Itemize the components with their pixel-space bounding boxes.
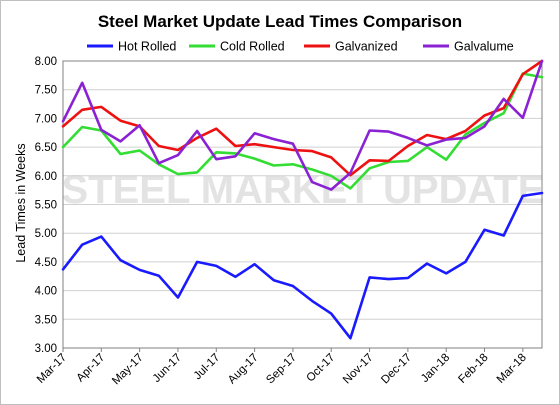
series-lines: [61, 59, 544, 340]
x-tick-label: Jun-17: [151, 352, 184, 385]
x-tick-label: Jan-18: [419, 352, 452, 385]
series-line-galvalume: [61, 59, 544, 191]
y-tick-label: 6.00: [35, 171, 57, 183]
gridlines: [62, 60, 543, 349]
y-axis-label: Lead Times in Weeks: [14, 143, 28, 262]
legend: Hot Rolled Cold Rolled Galvanized Galvalume: [87, 40, 514, 54]
x-tick-label: Feb-18: [456, 352, 490, 386]
y-axis-ticks: 3.00 3.50 4.00 4.50 5.00 5.50 6.00 6.50 7.00 7.50…: [35, 56, 57, 355]
series-line-hot-rolled: [61, 191, 544, 340]
x-tick-label: Oct-17: [304, 352, 337, 385]
x-axis-ticks: Mar-17 Apr-17 May-17 Jun-17 Jul-17 Aug-17 Sep-…: [35, 348, 529, 387]
y-tick-label: 3.50: [35, 314, 57, 326]
y-tick-label: 7.50: [35, 85, 57, 97]
legend-label: Cold Rolled: [220, 40, 285, 54]
x-tick-label: Mar-18: [495, 352, 529, 386]
x-tick-label: May-17: [110, 352, 146, 388]
x-tick-label: Jul-17: [192, 352, 223, 383]
y-tick-label: 4.50: [35, 257, 57, 269]
x-tick-label: Mar-17: [35, 352, 69, 386]
legend-label: Galvanized: [335, 40, 398, 54]
y-tick-label: 4.00: [35, 286, 57, 298]
x-tick-label: Aug-17: [226, 352, 261, 387]
watermark: STEEL MARKET UPDATE: [62, 168, 545, 212]
y-tick-label: 8.00: [35, 56, 57, 68]
legend-label: Galvalume: [454, 40, 514, 54]
y-tick-label: 7.00: [35, 113, 57, 125]
plot-area: [62, 60, 543, 349]
chart-title: Steel Market Update Lead Times Compariso…: [98, 12, 462, 31]
x-tick-label: Apr-17: [75, 352, 108, 385]
x-tick-label: Sep-17: [264, 352, 299, 387]
legend-label: Hot Rolled: [118, 40, 176, 54]
y-tick-label: 5.50: [35, 200, 57, 212]
x-tick-label: Nov-17: [341, 352, 376, 387]
x-tick-label: Dec-17: [379, 352, 414, 387]
y-tick-label: 5.00: [35, 228, 57, 240]
y-tick-label: 3.00: [35, 343, 57, 355]
y-tick-label: 6.50: [35, 142, 57, 154]
